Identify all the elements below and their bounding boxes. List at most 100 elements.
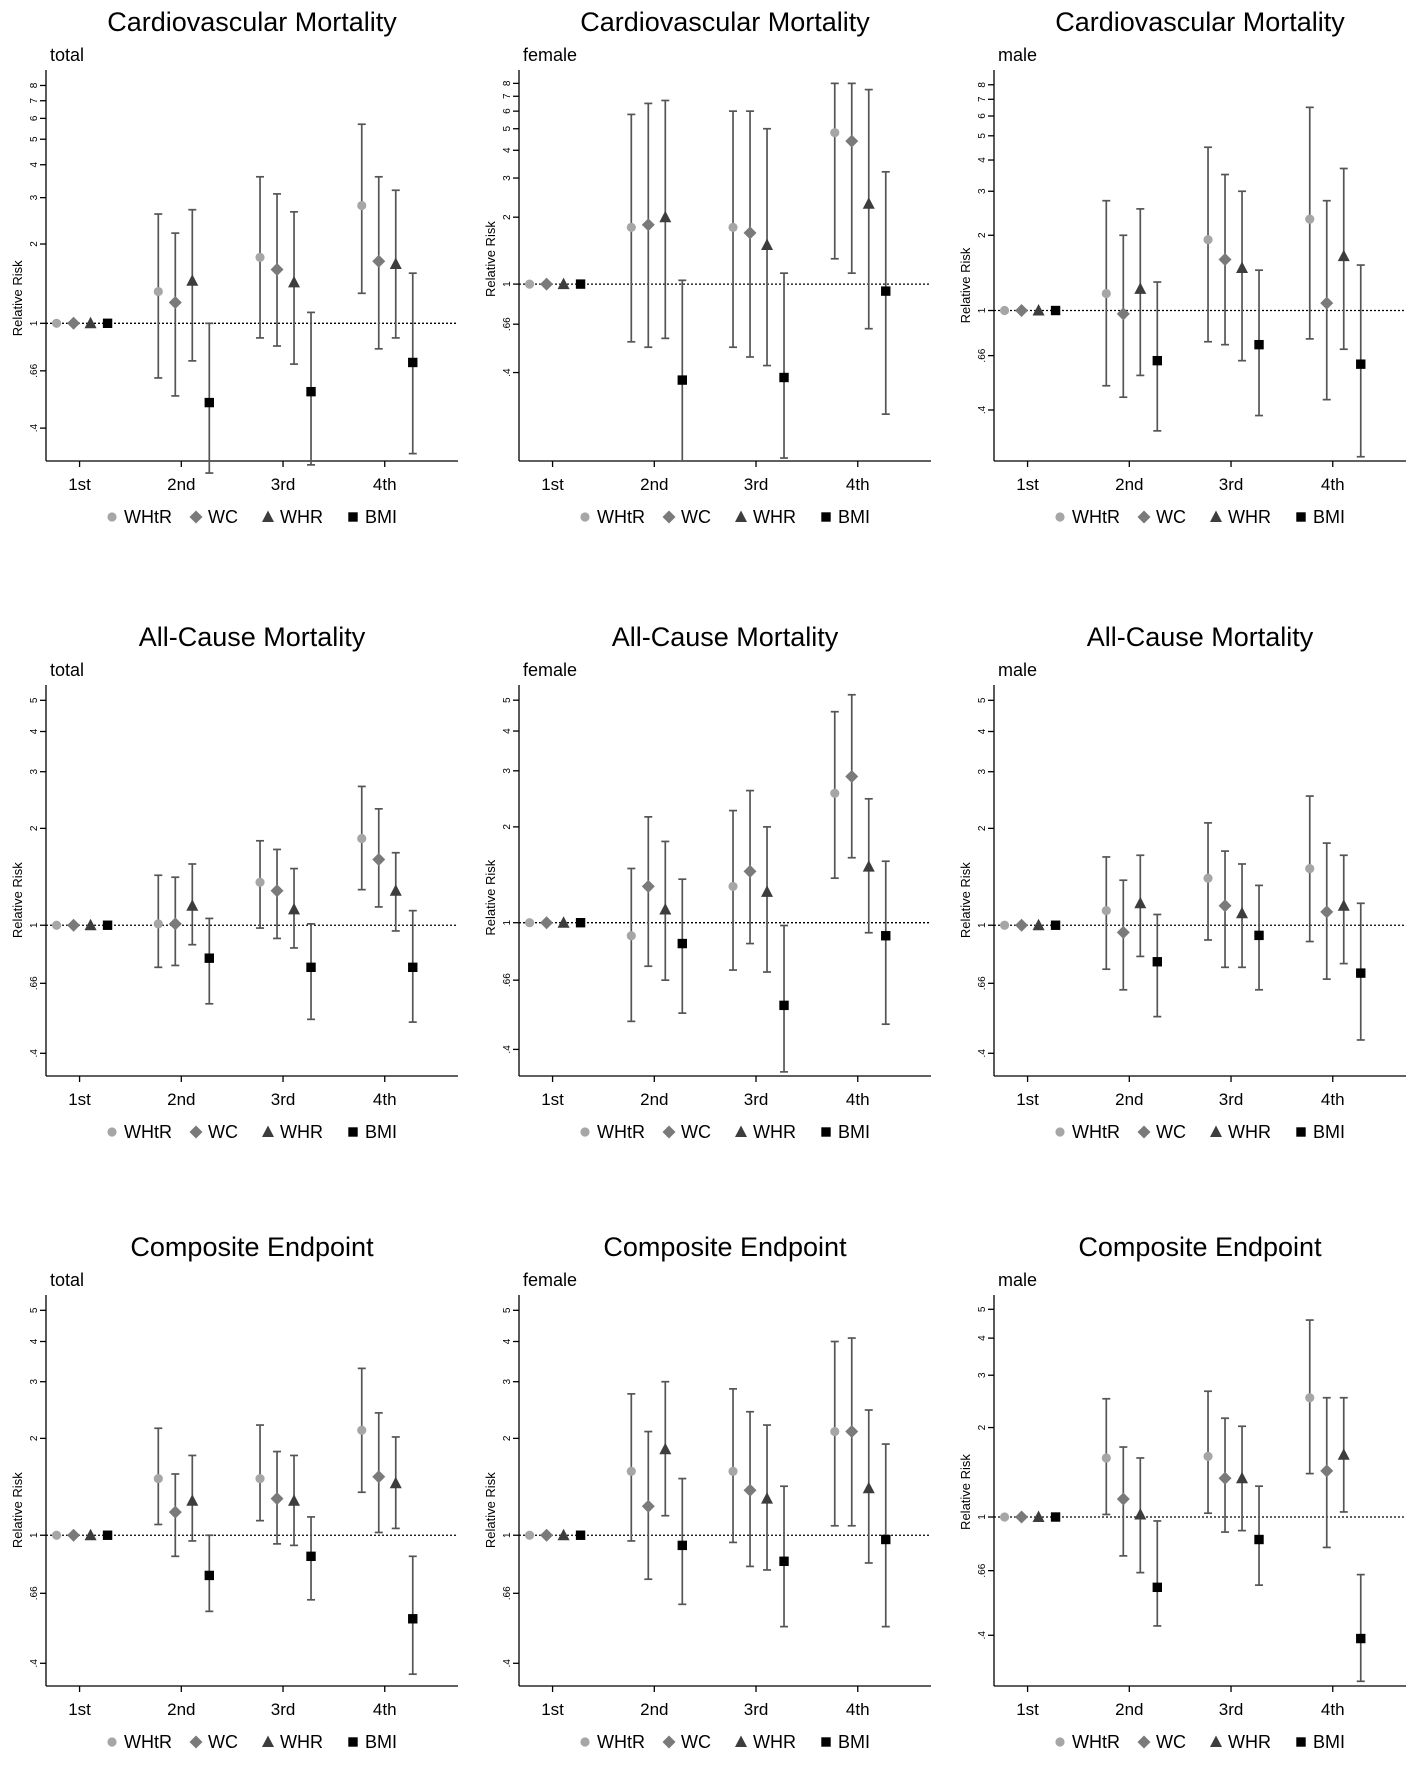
x-tick-label: 4th — [373, 1090, 397, 1109]
data-point-wc — [168, 295, 182, 309]
data-point-whtr — [1101, 1453, 1111, 1463]
y-tick-label: 6 — [502, 108, 513, 114]
data-point-whtr — [728, 222, 738, 232]
y-tick-label: 4 — [977, 728, 988, 734]
data-point-bmi — [677, 375, 687, 385]
legend-marker-wc — [1137, 510, 1151, 524]
y-axis-label: Relative Risk — [958, 247, 973, 323]
data-point-wc — [743, 864, 757, 878]
legend-label: WHtR — [124, 1732, 172, 1752]
y-tick-label: 1 — [29, 320, 40, 326]
data-point-whr — [186, 899, 199, 911]
y-tick-label: .4 — [977, 1049, 988, 1058]
data-point-wc — [372, 1470, 386, 1484]
y-tick-label: .4 — [502, 368, 513, 377]
data-point-whtr — [1305, 1393, 1315, 1403]
data-point-whtr — [153, 1473, 163, 1484]
legend-label: WHtR — [1072, 507, 1120, 527]
data-point-bmi — [575, 279, 586, 289]
data-point-whtr — [357, 833, 367, 844]
data-point-bmi — [1050, 920, 1061, 930]
data-point-whtr — [1101, 288, 1111, 299]
y-tick-label: .4 — [977, 1631, 988, 1640]
y-tick-label: 7 — [502, 93, 513, 99]
data-point-whtr — [830, 128, 840, 138]
legend-marker-whr — [262, 510, 274, 522]
data-point-wc — [1218, 899, 1232, 913]
legend-marker-wc — [662, 1125, 676, 1139]
x-tick-label: 2nd — [1115, 475, 1143, 494]
chart-subtitle: male — [998, 45, 1037, 65]
legend-marker-whr — [735, 1735, 747, 1747]
legend-label: WHtR — [597, 1122, 645, 1142]
y-tick-label: 6 — [977, 113, 988, 119]
y-axis-label: Relative Risk — [958, 1454, 973, 1530]
data-point-wc — [743, 1483, 757, 1497]
y-tick-label: 1 — [502, 1532, 513, 1538]
data-point-bmi — [306, 1551, 316, 1562]
data-point-whtr — [255, 1473, 265, 1484]
y-axis-label: Relative Risk — [483, 221, 498, 297]
legend-marker-wc — [189, 510, 203, 524]
y-tick-label: 4 — [977, 1335, 988, 1341]
data-point-whr — [1134, 896, 1147, 909]
data-point-bmi — [204, 953, 214, 963]
legend-marker-whr — [1210, 1735, 1222, 1747]
data-point-whr — [288, 275, 301, 288]
data-point-bmi — [102, 1530, 113, 1540]
data-point-whr — [84, 316, 97, 329]
data-point-whr — [288, 1494, 301, 1506]
x-tick-label: 4th — [373, 1700, 397, 1719]
chart-title: Cardiovascular Mortality — [580, 7, 870, 37]
data-point-whtr — [357, 1425, 367, 1435]
data-point-whr — [659, 903, 672, 915]
chart-title: Composite Endpoint — [1078, 1232, 1322, 1262]
data-point-bmi — [1050, 1512, 1061, 1522]
y-tick-label: .4 — [29, 423, 40, 432]
data-point-bmi — [408, 357, 418, 368]
x-tick-label: 4th — [1321, 1700, 1345, 1719]
legend-label: WC — [681, 1732, 711, 1752]
data-point-whr — [389, 1476, 402, 1489]
y-tick-label: 8 — [29, 82, 40, 88]
data-point-whr — [1236, 906, 1249, 919]
legend-marker-wc — [189, 1735, 203, 1749]
chart-title: All-Cause Mortality — [1087, 622, 1314, 652]
legend-label: WC — [208, 507, 238, 527]
data-point-wc — [372, 853, 386, 867]
data-point-whr — [1032, 1510, 1045, 1523]
y-tick-label: 5 — [502, 1307, 513, 1313]
legend-marker-whr — [1210, 1125, 1222, 1137]
y-tick-label: .66 — [977, 348, 988, 362]
legend-marker-whr — [262, 1735, 274, 1747]
legend-label: WHR — [753, 507, 796, 527]
y-tick-label: 2 — [502, 1435, 513, 1441]
legend-label: WC — [1156, 1122, 1186, 1142]
y-tick-label: 5 — [502, 126, 513, 132]
data-point-whtr — [51, 1530, 62, 1540]
data-point-whtr — [728, 881, 738, 892]
data-point-whr — [288, 902, 301, 915]
y-tick-label: 2 — [502, 214, 513, 220]
legend-label: BMI — [838, 1122, 870, 1142]
x-tick-label: 1st — [68, 475, 91, 494]
y-tick-label: 2 — [29, 241, 40, 247]
data-point-whr — [84, 1528, 97, 1541]
data-point-whr — [389, 884, 402, 896]
data-point-whr — [761, 238, 774, 250]
chart-panel: Composite Endpoint total Relative Risk .4 .6… — [10, 1232, 458, 1752]
y-tick-label: 3 — [977, 188, 988, 194]
data-point-wc — [845, 134, 859, 148]
y-tick-label: 2 — [502, 824, 513, 830]
x-tick-label: 3rd — [271, 1700, 296, 1719]
data-point-whr — [84, 918, 97, 931]
y-tick-label: 6 — [29, 115, 40, 121]
data-point-wc — [270, 263, 284, 277]
data-point-bmi — [881, 286, 891, 296]
legend-label: BMI — [365, 507, 397, 527]
data-point-bmi — [1356, 1633, 1366, 1644]
y-tick-label: 5 — [502, 697, 513, 703]
data-point-whr — [1134, 1507, 1147, 1520]
x-tick-label: 1st — [68, 1090, 91, 1109]
